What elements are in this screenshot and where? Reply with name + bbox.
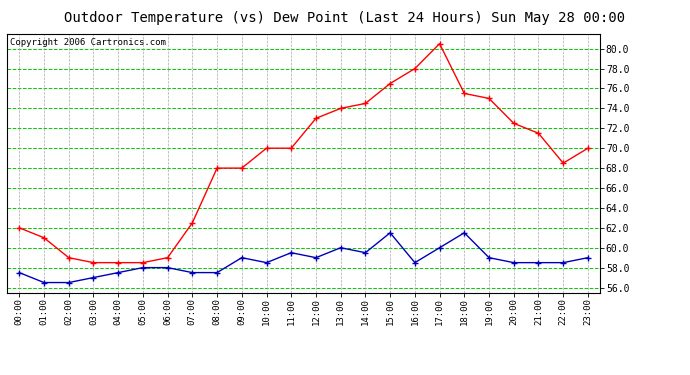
Text: Copyright 2006 Cartronics.com: Copyright 2006 Cartronics.com [10, 38, 166, 46]
Text: Outdoor Temperature (vs) Dew Point (Last 24 Hours) Sun May 28 00:00: Outdoor Temperature (vs) Dew Point (Last… [64, 11, 626, 25]
